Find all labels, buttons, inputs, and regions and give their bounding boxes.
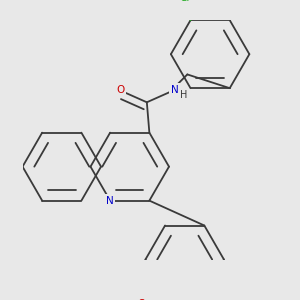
Text: O: O (116, 85, 124, 94)
Text: N: N (106, 196, 114, 206)
Text: N: N (171, 85, 178, 94)
Text: H: H (180, 90, 187, 100)
Text: Cl: Cl (179, 0, 189, 3)
Text: O: O (137, 298, 145, 300)
